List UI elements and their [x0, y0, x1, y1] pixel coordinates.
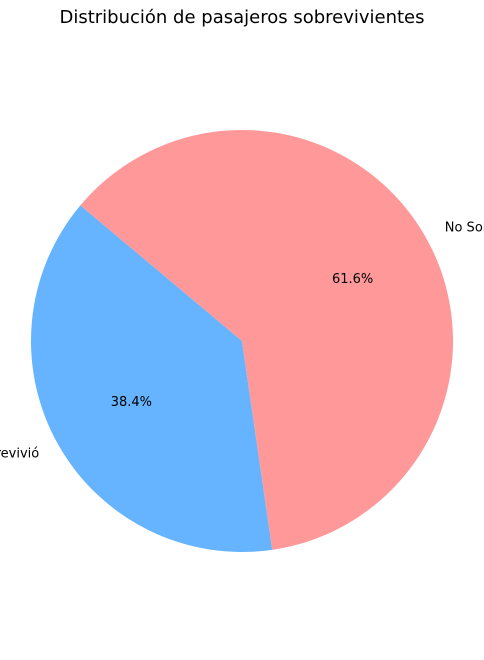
slice-percent-label-1: 38.4% [111, 395, 152, 410]
chart-title: Distribución de pasajeros sobrevivientes [59, 7, 425, 28]
slice-percent-label-2: 61.6% [332, 272, 373, 287]
pie-slice-1 [31, 205, 273, 552]
pie-slices [31, 130, 453, 552]
pie-slice-2 [80, 130, 453, 550]
pie-labels: Sobrevivió 38.4% No Sobrevivió 61.6% [0, 221, 484, 462]
slice-label-1: Sobrevivió [0, 446, 39, 461]
slice-label-2: No Sobrevivió [445, 221, 484, 236]
